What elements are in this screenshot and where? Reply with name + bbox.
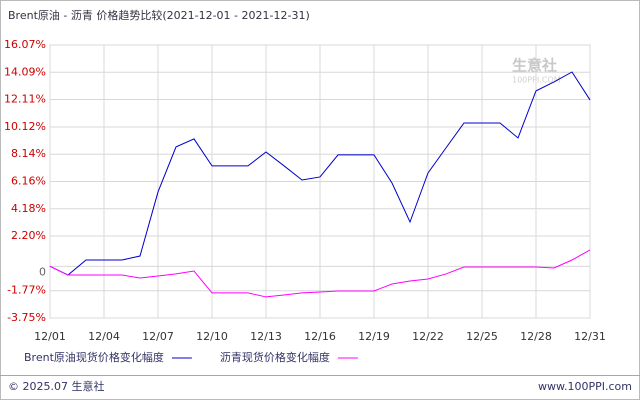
x-tick-label: 12/16 xyxy=(304,330,336,343)
x-tick-label: 12/13 xyxy=(250,330,282,343)
x-tick-label: 12/04 xyxy=(88,330,120,343)
y-tick-label: 10.12% xyxy=(4,120,46,133)
footer-left: © 2025.07 生意社 xyxy=(8,379,104,393)
footer-right: www.100PPI.com xyxy=(538,380,632,393)
watermark: 生意社 xyxy=(512,57,557,75)
y-tick-label: -1.77% xyxy=(7,284,46,297)
y-tick-label: 8.14% xyxy=(11,147,46,160)
y-tick-label: -3.75% xyxy=(7,311,46,324)
legend-label: Brent原油现货价格变化幅度 xyxy=(24,350,164,364)
x-tick-label: 12/07 xyxy=(142,330,174,343)
y-tick-label: 6.16% xyxy=(11,175,46,188)
x-tick-label: 12/01 xyxy=(34,330,66,343)
y-tick-label: 12.11% xyxy=(4,93,46,106)
legend-label: 沥青现货价格变化幅度 xyxy=(220,350,330,364)
y-tick-label: 16.07% xyxy=(4,38,46,51)
chart-title: Brent原油 - 沥青 价格趋势比较(2021-12-01 - 2021-12… xyxy=(8,8,310,22)
y-tick-label: 2.20% xyxy=(11,229,46,242)
x-tick-label: 12/28 xyxy=(520,330,552,343)
x-tick-label: 12/31 xyxy=(574,330,606,343)
y-tick-label: 14.09% xyxy=(4,65,46,78)
series-line xyxy=(49,71,591,276)
x-tick-label: 12/10 xyxy=(196,330,228,343)
y-tick-label: 4.18% xyxy=(11,202,46,215)
y-tick-label: 0 xyxy=(39,265,46,278)
x-tick-label: 12/19 xyxy=(358,330,390,343)
series-line xyxy=(49,249,591,298)
x-tick-label: 12/25 xyxy=(466,330,498,343)
x-tick-label: 12/22 xyxy=(412,330,444,343)
